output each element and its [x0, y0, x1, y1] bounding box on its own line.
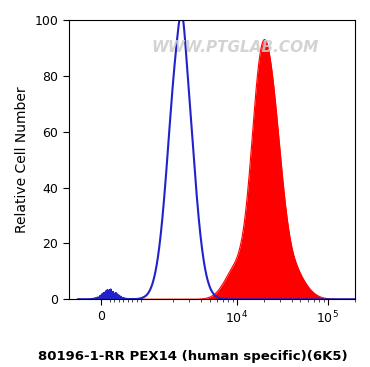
Y-axis label: Relative Cell Number: Relative Cell Number [15, 86, 29, 233]
Text: WWW.PTGLAB.COM: WWW.PTGLAB.COM [151, 40, 319, 55]
Text: 80196-1-RR PEX14 (human specific)(6K5): 80196-1-RR PEX14 (human specific)(6K5) [38, 350, 347, 363]
